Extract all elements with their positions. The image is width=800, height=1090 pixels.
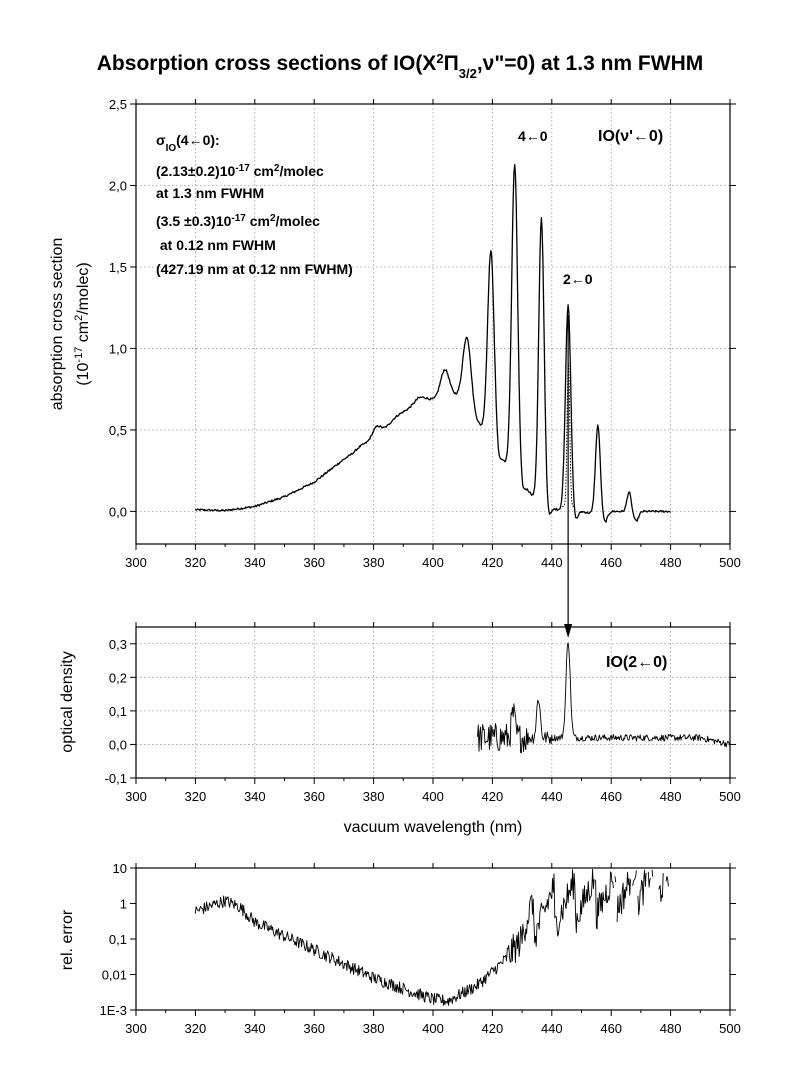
cross-section-panel-label: IO(ν'←0) bbox=[598, 128, 663, 145]
x-tick-label: 360 bbox=[303, 789, 325, 804]
x-tick-label: 480 bbox=[660, 1021, 682, 1036]
y-tick-label: 1 bbox=[120, 897, 127, 912]
x-tick-label: 360 bbox=[303, 1021, 325, 1036]
x-tick-label: 320 bbox=[185, 1021, 207, 1036]
band-2-0-label: 2←0 bbox=[563, 271, 593, 287]
x-tick-label: 460 bbox=[600, 555, 622, 570]
x-tick-label: 380 bbox=[363, 789, 385, 804]
cross-section-y-axis-units: (10-17 cm2/molec) bbox=[73, 262, 92, 385]
cross-section-value-1: (2.13±0.2)10-17 cm2/molec bbox=[156, 163, 324, 180]
cross-section-y-tick-labels: 0,0 0,5 1,0 1,5 2,0 2,5 bbox=[109, 97, 127, 519]
x-tick-label: 440 bbox=[541, 555, 563, 570]
y-tick-label: 1,5 bbox=[109, 260, 127, 275]
x-tick-label: 300 bbox=[125, 555, 147, 570]
optical-density-grid bbox=[136, 627, 730, 778]
wavelength-x-axis-label: vacuum wavelength (nm) bbox=[344, 819, 523, 836]
optical-density-y-axis-label: optical density bbox=[59, 651, 76, 752]
x-tick-label: 300 bbox=[125, 789, 147, 804]
x-tick-label: 500 bbox=[719, 555, 741, 570]
fwhm-label-2: at 0.12 nm FWHM bbox=[156, 237, 276, 253]
fwhm-label-1: at 1.3 nm FWHM bbox=[156, 185, 264, 201]
y-tick-label: 0,2 bbox=[109, 670, 127, 685]
y-tick-label: 2,0 bbox=[109, 178, 127, 193]
x-tick-label: 420 bbox=[482, 555, 504, 570]
y-tick-label: 0,3 bbox=[109, 637, 127, 652]
cross-section-value-2: (3.5 ±0.3)10-17 cm2/molec bbox=[156, 213, 320, 230]
y-tick-label: 0,0 bbox=[109, 737, 127, 752]
optical-density-series-line bbox=[477, 642, 731, 754]
relative-error-ticks bbox=[130, 863, 736, 1016]
y-tick-label: 0,1 bbox=[109, 704, 127, 719]
x-tick-label: 460 bbox=[600, 1021, 622, 1036]
x-tick-label: 300 bbox=[125, 1021, 147, 1036]
x-tick-label: 380 bbox=[363, 555, 385, 570]
x-tick-label: 500 bbox=[719, 789, 741, 804]
relative-error-y-axis-label: rel. error bbox=[59, 909, 76, 970]
cross-section-series-line bbox=[194, 163, 671, 523]
x-tick-label: 320 bbox=[185, 789, 207, 804]
x-tick-label: 500 bbox=[719, 1021, 741, 1036]
chart-title: Absorption cross sections of IO(X2Π3/2,ν… bbox=[97, 51, 703, 81]
cross-section-panel: 300 320 340 360 380 400 420 440 460 480 500 0,0 0,5… bbox=[49, 97, 741, 570]
cross-section-x-tick-labels: 300 320 340 360 380 400 420 440 460 480 500 bbox=[125, 555, 741, 570]
y-tick-label: 0,0 bbox=[109, 504, 127, 519]
y-tick-label: 1,0 bbox=[109, 341, 127, 356]
band-4-0-label: 4←0 bbox=[518, 128, 548, 144]
y-tick-label: 2,5 bbox=[109, 97, 127, 112]
optical-density-y-tick-labels: -0,1 0,0 0,1 0,2 0,3 bbox=[105, 637, 127, 786]
relative-error-x-tick-labels: 300 320 340 360 380 400 420 440 460 480 500 bbox=[125, 1021, 741, 1036]
cross-section-ticks bbox=[130, 99, 736, 550]
relative-error-panel: 300 320 340 360 380 400 420 440 460 480 500 1E-3 0,… bbox=[59, 861, 741, 1036]
y-tick-label: -0,1 bbox=[105, 771, 127, 786]
arrow-head bbox=[564, 624, 573, 638]
x-tick-label: 400 bbox=[422, 789, 444, 804]
y-tick-label: 10 bbox=[113, 861, 127, 876]
cross-section-y-axis-label: absorption cross section bbox=[49, 238, 66, 411]
relative-error-y-tick-labels: 1E-3 0,01 0,1 1 10 bbox=[100, 861, 127, 1018]
x-tick-label: 480 bbox=[660, 789, 682, 804]
cross-section-grid bbox=[136, 104, 730, 544]
x-tick-label: 320 bbox=[185, 555, 207, 570]
x-tick-label: 340 bbox=[244, 1021, 266, 1036]
x-tick-label: 340 bbox=[244, 789, 266, 804]
x-tick-label: 340 bbox=[244, 555, 266, 570]
x-tick-label: 460 bbox=[600, 789, 622, 804]
cross-section-dotted-line bbox=[562, 362, 574, 507]
y-tick-label: 0,1 bbox=[109, 932, 127, 947]
x-tick-label: 440 bbox=[541, 789, 563, 804]
x-tick-label: 420 bbox=[482, 789, 504, 804]
y-tick-label: 0,5 bbox=[109, 423, 127, 438]
x-tick-label: 360 bbox=[303, 555, 325, 570]
relative-error-series-line bbox=[195, 869, 670, 1005]
x-tick-label: 420 bbox=[482, 1021, 504, 1036]
sigma-annotation: σIO(4←0): bbox=[156, 132, 220, 154]
x-tick-label: 480 bbox=[660, 555, 682, 570]
x-tick-label: 400 bbox=[422, 555, 444, 570]
y-tick-label: 1E-3 bbox=[100, 1003, 127, 1018]
optical-density-panel: 300 320 340 360 380 400 420 440 460 480 500 -0,1 0,… bbox=[59, 622, 741, 836]
optical-density-panel-label: IO(2←0) bbox=[606, 654, 667, 671]
y-tick-label: 0,01 bbox=[102, 968, 127, 983]
optical-density-x-tick-labels: 300 320 340 360 380 400 420 440 460 480 500 bbox=[125, 789, 741, 804]
x-tick-label: 400 bbox=[422, 1021, 444, 1036]
x-tick-label: 380 bbox=[363, 1021, 385, 1036]
peak-position-label: (427.19 nm at 0.12 nm FWHM) bbox=[156, 261, 353, 277]
x-tick-label: 440 bbox=[541, 1021, 563, 1036]
optical-density-ticks bbox=[130, 622, 736, 784]
